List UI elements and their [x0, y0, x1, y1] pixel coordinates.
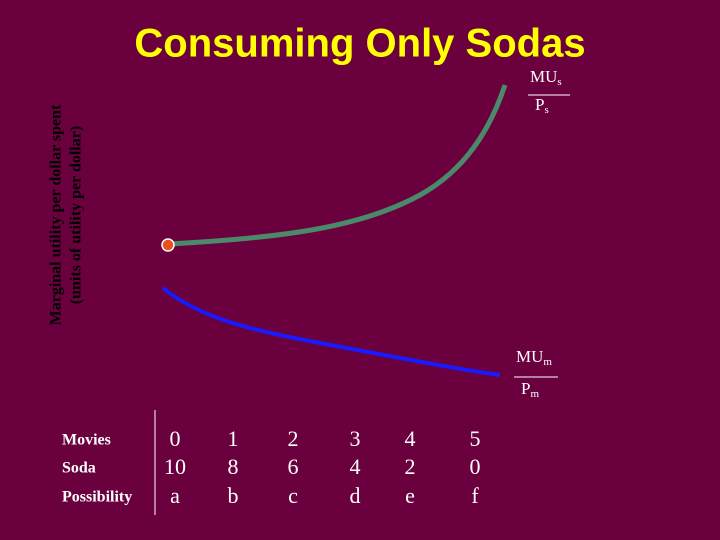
y-axis-label-line: (units of utility per dollar) — [68, 126, 85, 304]
numerator-main: MU — [516, 347, 543, 366]
numerator-main: MU — [530, 67, 557, 86]
table-cell: 2 — [288, 426, 299, 451]
table-cell: 4 — [350, 454, 361, 479]
numerator: MUs — [530, 67, 562, 88]
row-label: Soda — [62, 460, 96, 477]
table-cell: 6 — [288, 454, 299, 479]
numerator: MUm — [516, 347, 552, 368]
soda-curve-label: MUs Ps — [528, 67, 570, 116]
denominator-main: P — [535, 95, 544, 114]
table-cell: 0 — [170, 426, 181, 451]
table-cell: d — [350, 483, 361, 508]
y-axis-label-line: Marginal utility per dollar spent — [48, 104, 65, 325]
table-cell: 1 — [228, 426, 239, 451]
table-cell: b — [228, 483, 239, 508]
start-point — [161, 238, 175, 252]
table-cell: f — [471, 483, 479, 508]
title: Consuming Only Sodas — [134, 22, 585, 66]
table-cell: 0 — [470, 454, 481, 479]
denominator-sub: m — [530, 388, 539, 400]
denominator-main: P — [521, 379, 530, 398]
row-label: Possibility — [62, 489, 132, 506]
movie-curve — [161, 286, 501, 377]
table-cell: a — [170, 483, 180, 508]
numerator-sub: s — [557, 76, 561, 88]
denominator-sub: s — [544, 104, 548, 116]
table-cell: 2 — [405, 454, 416, 479]
possibility-table: Movies 0 1 2 3 4 5 Soda 10 8 6 4 2 0 Possibility a b c d e f — [62, 426, 481, 508]
table-cell: 8 — [228, 454, 239, 479]
denominator: Pm — [521, 379, 539, 400]
table-cell: e — [405, 483, 415, 508]
table-cell: c — [288, 483, 298, 508]
y-axis-label: Marginal utility per dollar spent (units… — [48, 104, 85, 325]
numerator-sub: m — [543, 356, 552, 368]
movie-curve-label: MUm Pm — [514, 347, 558, 400]
soda-curve — [167, 84, 508, 247]
table-cell: 5 — [470, 426, 481, 451]
table-cell: 3 — [350, 426, 361, 451]
table-cell: 10 — [164, 454, 186, 479]
table-cell: 4 — [405, 426, 416, 451]
row-label: Movies — [62, 432, 111, 449]
denominator: Ps — [535, 95, 549, 116]
